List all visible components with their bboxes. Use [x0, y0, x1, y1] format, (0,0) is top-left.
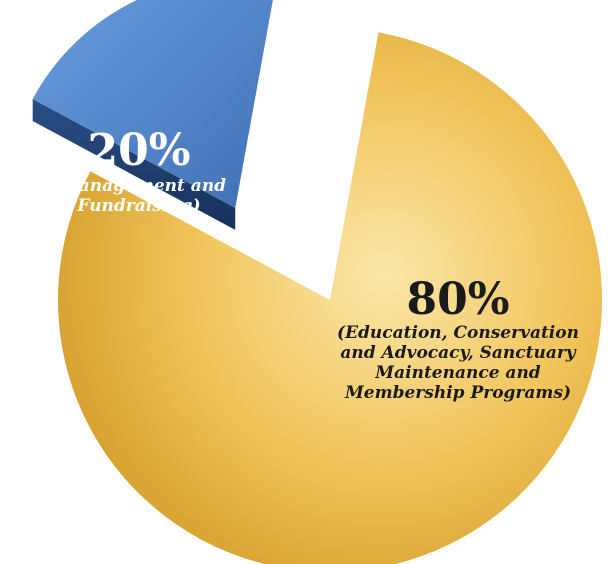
slice-80-percent-label: 80% — [406, 274, 509, 325]
pie-slice-20-side — [32, 99, 236, 230]
slice-80-description-line-4: Membership Programs) — [344, 383, 571, 403]
pie-slice-80 — [58, 32, 602, 564]
slice-20-description-line-2: Fundraising) — [76, 196, 200, 216]
pie-slice-20 — [32, 0, 273, 208]
slice-80-description-line-3: Maintenance and — [374, 363, 541, 383]
slice-80-description-line-2: and Advocacy, Sanctuary — [340, 343, 576, 363]
slice-20-description-line-1: (Management and — [52, 176, 226, 196]
slice-80-description-line-1: (Education, Conservation — [337, 323, 579, 343]
slice-20-percent-label: 20% — [87, 125, 190, 176]
